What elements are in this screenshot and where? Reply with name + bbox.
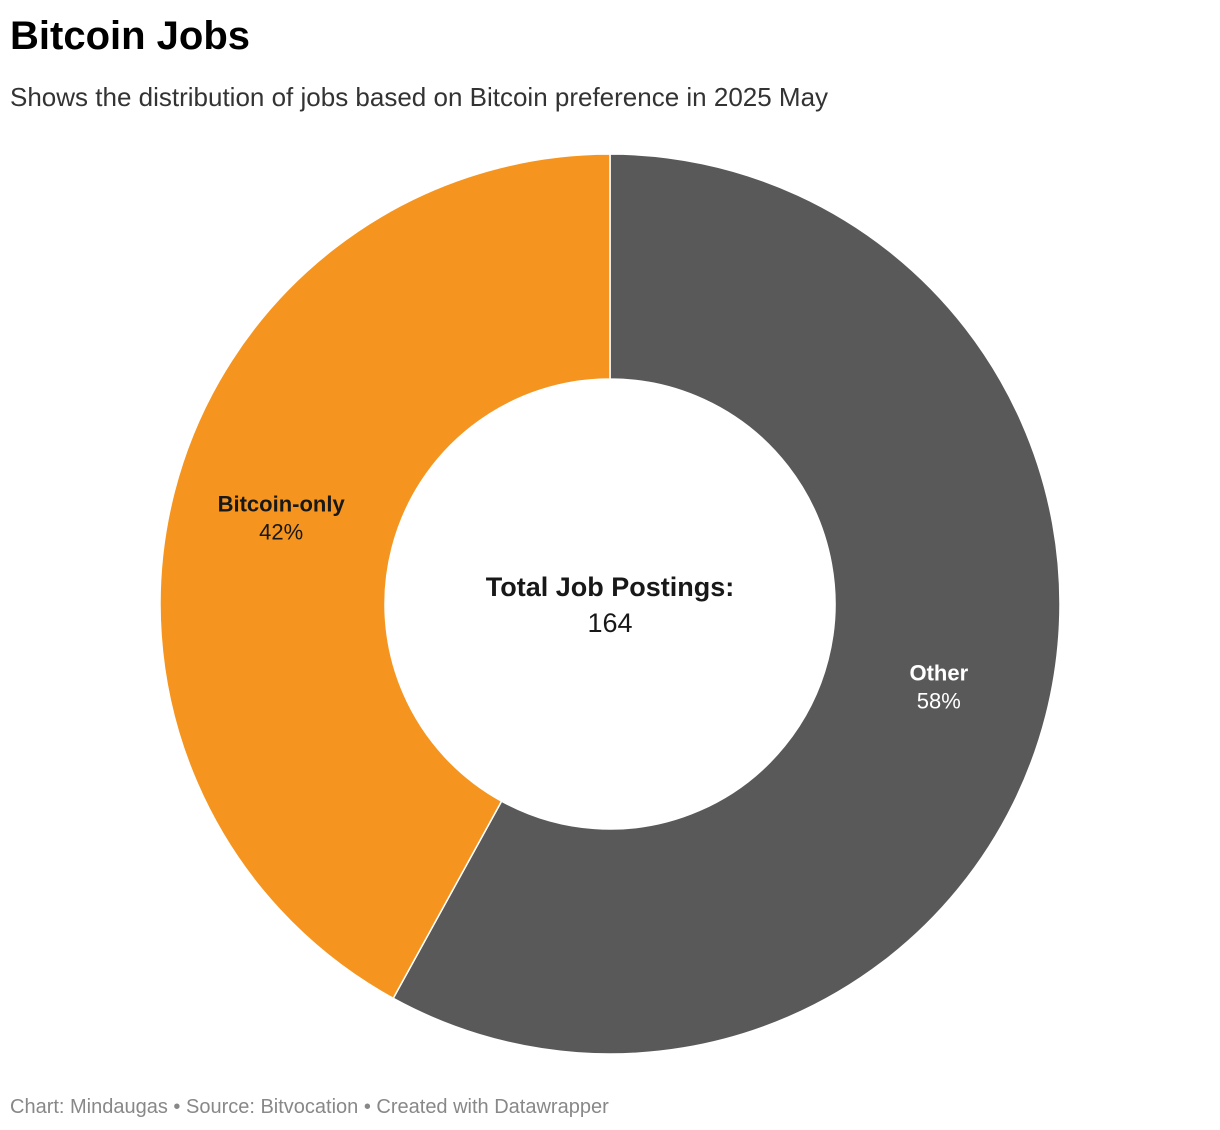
slice-label-other: Other — [909, 660, 968, 685]
donut-center-label: Total Job Postings: 164 — [486, 572, 735, 638]
donut-slice-labels: Other 58% Bitcoin-only 42% — [218, 492, 969, 714]
slice-value-other: 58% — [917, 688, 961, 713]
slice-value-bitcoin-only: 42% — [259, 520, 303, 545]
donut-slice-other — [392, 153, 1061, 1055]
chart-subtitle: Shows the distribution of jobs based on … — [10, 82, 829, 112]
center-label-value: 164 — [587, 608, 632, 638]
center-label-title: Total Job Postings: — [486, 572, 735, 602]
donut-slices — [159, 153, 1061, 1055]
chart-footer: Chart: Mindaugas • Source: Bitvocation •… — [10, 1096, 609, 1118]
chart-title: Bitcoin Jobs — [10, 14, 251, 58]
slice-label-bitcoin-only: Bitcoin-only — [218, 492, 346, 517]
donut-slice-bitcoin-only — [159, 153, 611, 1000]
